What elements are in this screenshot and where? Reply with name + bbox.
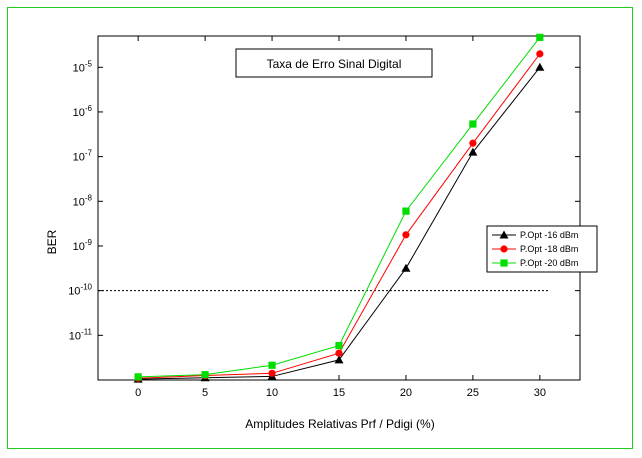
data-point (402, 231, 410, 239)
data-point (535, 62, 545, 71)
y-tick-label: 10-11 (69, 327, 93, 342)
legend-label: P.Opt -20 dBm (520, 258, 578, 268)
data-point (401, 263, 411, 272)
y-tick-label: 10-5 (73, 59, 93, 74)
data-point (468, 147, 478, 156)
y-tick-label: 10-7 (73, 149, 93, 164)
series-line (138, 66, 541, 380)
series-3 (134, 33, 544, 381)
chart-title-box: Taxa de Erro Sinal Digital (235, 48, 433, 78)
legend: P.Opt -16 dBm P.Opt -18 dBm P.Opt -20 dBm (486, 225, 598, 273)
plot-area: 0 5 10 15 20 25 30 10-11 10-10 10-9 10-8 10-7 10-6 10… (68, 35, 581, 399)
data-point (469, 120, 477, 128)
data-point (268, 361, 276, 369)
data-point (335, 342, 343, 350)
data-point (536, 50, 544, 58)
legend-label: P.Opt -18 dBm (520, 244, 578, 254)
figure-frame (7, 7, 633, 449)
data-point (335, 349, 343, 357)
x-tick-label: 25 (467, 387, 479, 399)
x-tick-label: 20 (400, 387, 412, 399)
plot-border (97, 35, 581, 381)
series-layer (133, 33, 545, 383)
x-axis-title: Amplitudes Relativas Prf / Pdigi (%) (245, 417, 434, 431)
x-tick-label: 30 (534, 387, 546, 399)
data-point (334, 355, 344, 364)
data-point (268, 369, 276, 377)
y-tick-label: 10-8 (73, 193, 93, 208)
legend-marker (500, 259, 508, 267)
legend-label: P.Opt -16 dBm (520, 230, 578, 240)
series-line (138, 37, 541, 378)
y-axis-title: BER (45, 229, 59, 254)
legend-marker (500, 245, 508, 253)
series-line (138, 53, 541, 379)
data-point (402, 207, 410, 215)
x-tick-label: 15 (333, 387, 345, 399)
data-point (201, 371, 209, 379)
y-tick-label: 10-10 (68, 283, 92, 298)
y-tick-label: 10-6 (73, 104, 93, 119)
legend-marker (499, 230, 509, 239)
data-point (134, 373, 142, 381)
x-tick-label: 10 (266, 387, 278, 399)
y-tick-label: 10-9 (73, 238, 93, 253)
series-2 (134, 50, 544, 382)
data-point (536, 33, 544, 41)
x-tick-label: 5 (202, 387, 208, 399)
x-tick-label: 0 (135, 387, 141, 399)
chart-title: Taxa de Erro Sinal Digital (267, 57, 402, 71)
data-point (469, 139, 477, 147)
